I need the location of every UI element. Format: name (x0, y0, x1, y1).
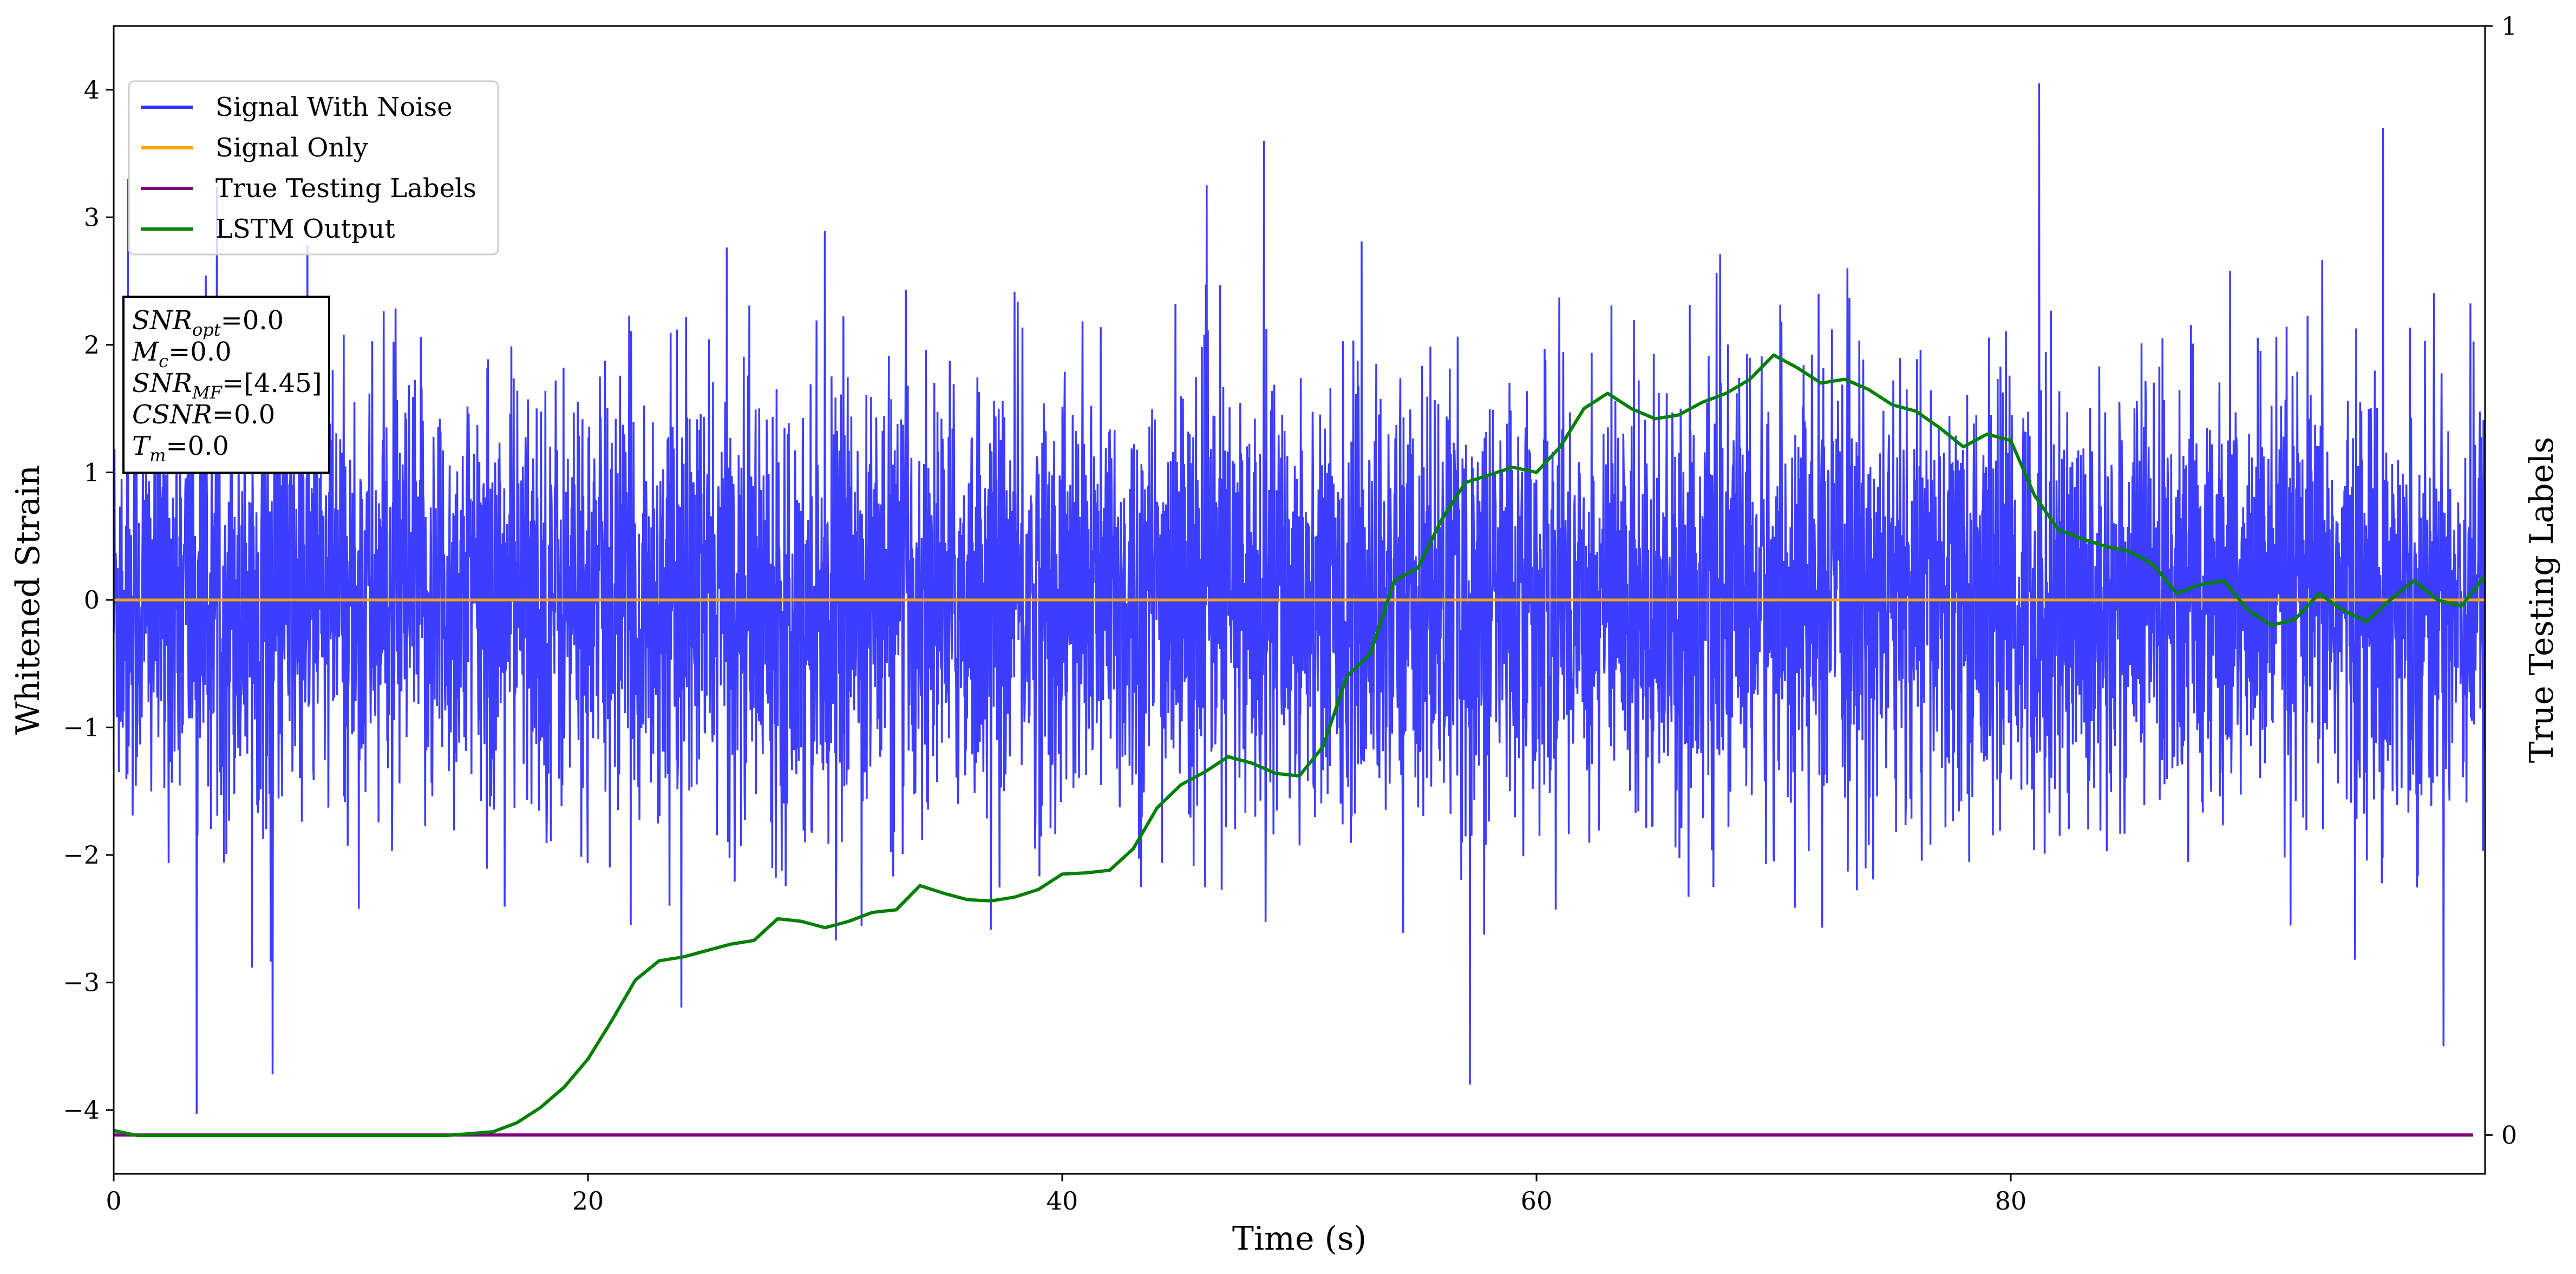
y-tick-label: 3 (84, 202, 100, 232)
legend-label: Signal Only (215, 133, 368, 163)
y-tick-label: 1 (84, 458, 100, 487)
y2-tick-label: 0 (2501, 1120, 2517, 1149)
x-tick-label: 20 (572, 1186, 604, 1216)
y-tick-label: −3 (63, 968, 100, 997)
y-tick-label: 2 (84, 330, 100, 360)
legend: Signal With Noise Signal Only True Testing… (128, 80, 499, 256)
x-tick-label: 80 (1995, 1186, 2027, 1216)
y-axis-label: Whitened Strain (9, 465, 47, 735)
legend-label: True Testing Labels (215, 173, 476, 204)
y-tick-label: 4 (84, 75, 100, 104)
annotation-line: Tm=0.0 (132, 431, 229, 466)
annotation-box: SNRopt=0.0Mc=0.0SNRMF=[4.45]CSNR=0.0Tm=0… (122, 296, 330, 474)
x-tick-label: 0 (106, 1186, 121, 1216)
legend-frame (128, 80, 499, 256)
annotation-line: Mc=0.0 (132, 337, 232, 371)
y2-axis-label: True Testing Labels (2523, 437, 2561, 763)
annotation-line: SNRMF=[4.45] (132, 368, 322, 403)
x-tick-label: 60 (1521, 1186, 1553, 1216)
y2-tick-label: 1 (2501, 11, 2517, 41)
x-tick-label: 40 (1047, 1186, 1078, 1216)
series-lstm-output (114, 353, 2485, 1138)
y-tick-label: −1 (63, 713, 100, 742)
legend-label: LSTM Output (215, 214, 395, 244)
y-tick-label: −2 (63, 840, 100, 870)
plot-area (114, 83, 2485, 1138)
annotation-line: SNRopt=0.0 (132, 305, 284, 340)
legend-label: Signal With Noise (215, 92, 453, 122)
x-axis-label: Time (s) (1232, 1220, 1367, 1258)
y-tick-label: 0 (84, 585, 100, 615)
annotation-line: CSNR=0.0 (132, 400, 275, 430)
y-tick-label: −4 (63, 1095, 100, 1125)
annotation-frame (122, 296, 330, 474)
